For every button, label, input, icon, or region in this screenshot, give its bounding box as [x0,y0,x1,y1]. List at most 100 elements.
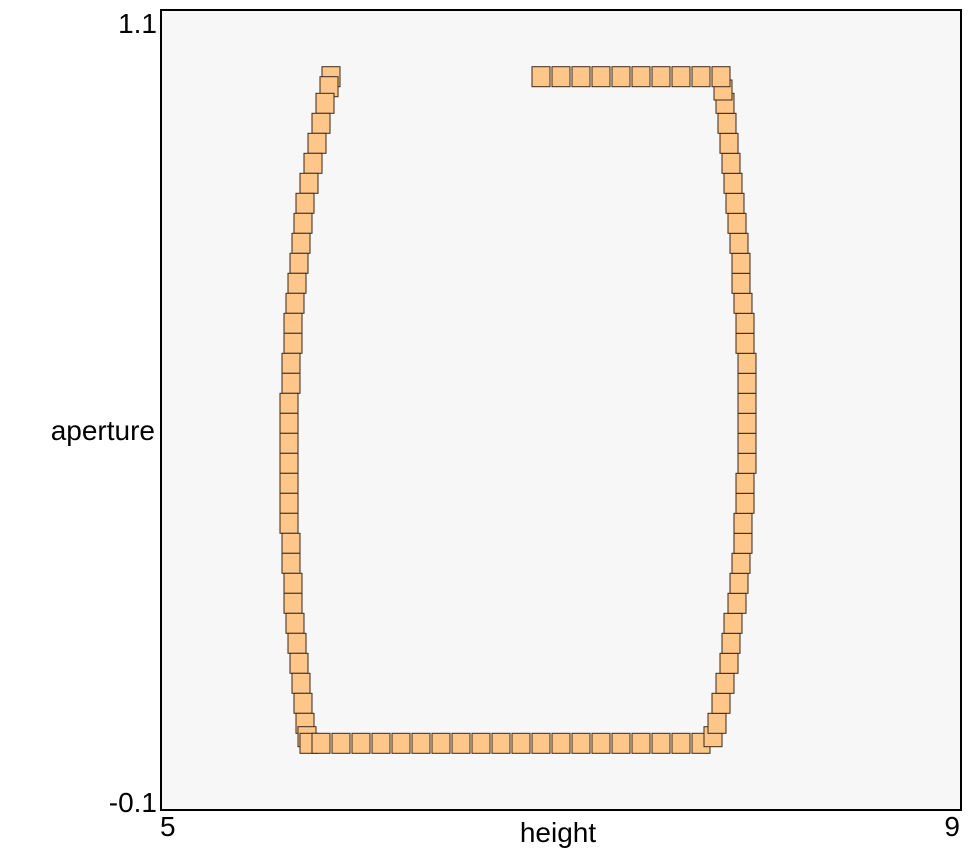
data-point-0-90 [711,66,731,88]
data-point-0-29 [287,632,307,654]
data-point-0-57 [707,712,727,734]
data-point-0-75 [737,352,757,374]
data-point-0-80 [731,252,751,274]
data-point-0-10 [289,252,309,274]
data-point-0-16 [281,372,301,394]
data-point-0-83 [725,192,745,214]
x-tick-label-right: 9 [944,811,960,842]
y-axis-label: aperture [51,415,155,446]
data-point-0-46 [511,732,531,754]
data-point-0-96 [591,66,611,88]
data-point-0-71 [737,432,757,454]
data-point-0-98 [551,66,571,88]
data-point-0-86 [719,132,739,154]
data-point-0-28 [285,612,305,634]
data-point-0-19 [279,432,299,454]
data-point-0-62 [723,612,743,634]
y-tick-label-bottom: -0.1 [109,787,157,818]
data-point-0-94 [631,66,651,88]
data-point-0-7 [295,192,315,214]
data-point-0-60 [719,652,739,674]
data-point-0-99 [531,66,551,88]
data-point-0-3 [311,112,331,134]
data-point-0-69 [735,472,755,494]
data-point-0-84 [723,172,743,194]
data-point-0-44 [471,732,491,754]
data-point-0-59 [715,672,735,694]
data-point-0-51 [611,732,631,754]
data-point-0-26 [283,572,303,594]
data-point-0-66 [733,532,753,554]
data-point-0-82 [727,212,747,234]
data-point-0-58 [711,692,731,714]
data-point-0-67 [733,512,753,534]
data-point-0-31 [291,672,311,694]
data-point-0-41 [411,732,431,754]
data-point-0-65 [731,552,751,574]
data-point-0-77 [735,312,755,334]
data-point-0-45 [491,732,511,754]
data-point-0-53 [651,732,671,754]
data-point-0-24 [281,532,301,554]
data-point-0-15 [281,352,301,374]
data-point-0-11 [287,272,307,294]
data-point-0-27 [283,592,303,614]
data-point-0-72 [737,412,757,434]
data-point-0-93 [651,66,671,88]
data-point-0-39 [371,732,391,754]
data-point-0-48 [551,732,571,754]
data-point-0-40 [391,732,411,754]
data-point-0-38 [351,732,371,754]
data-point-0-76 [735,332,755,354]
data-point-0-47 [531,732,551,754]
data-point-0-25 [281,552,301,574]
data-point-0-43 [451,732,471,754]
data-point-0-22 [279,492,299,514]
data-point-0-95 [611,66,631,88]
data-point-0-42 [431,732,451,754]
data-point-0-9 [291,232,311,254]
data-point-0-2 [315,92,335,114]
data-point-0-87 [717,112,737,134]
x-tick-label-left: 5 [160,811,176,842]
data-point-0-52 [631,732,651,754]
data-point-0-13 [283,312,303,334]
data-point-0-17 [279,392,299,414]
data-point-0-78 [733,292,753,314]
data-point-0-8 [293,212,313,234]
data-point-0-97 [571,66,591,88]
data-point-0-23 [279,512,299,534]
data-point-0-70 [737,452,757,474]
data-point-0-91 [691,66,711,88]
data-point-0-68 [735,492,755,514]
data-point-0-30 [289,652,309,674]
data-point-0-5 [303,152,323,174]
data-point-0-54 [671,732,691,754]
data-point-0-37 [331,732,351,754]
data-point-0-36 [311,732,331,754]
data-point-0-92 [671,66,691,88]
data-point-0-61 [721,632,741,654]
marks-layer [279,66,757,754]
data-point-0-63 [727,592,747,614]
data-point-0-73 [737,392,757,414]
data-point-0-50 [591,732,611,754]
data-point-0-81 [729,232,749,254]
data-point-0-21 [279,472,299,494]
data-point-0-79 [731,272,751,294]
data-point-0-12 [285,292,305,314]
plot-frame [160,9,962,811]
data-point-0-74 [737,372,757,394]
data-point-0-14 [283,332,303,354]
data-point-0-4 [307,132,327,154]
data-point-0-64 [729,572,749,594]
data-point-0-18 [279,412,299,434]
data-point-0-20 [279,452,299,474]
x-axis-label: height [520,817,597,848]
y-tick-label-top: 1.1 [118,8,157,39]
data-point-0-6 [299,172,319,194]
data-point-0-49 [571,732,591,754]
data-point-0-85 [721,152,741,174]
data-point-0-32 [293,692,313,714]
